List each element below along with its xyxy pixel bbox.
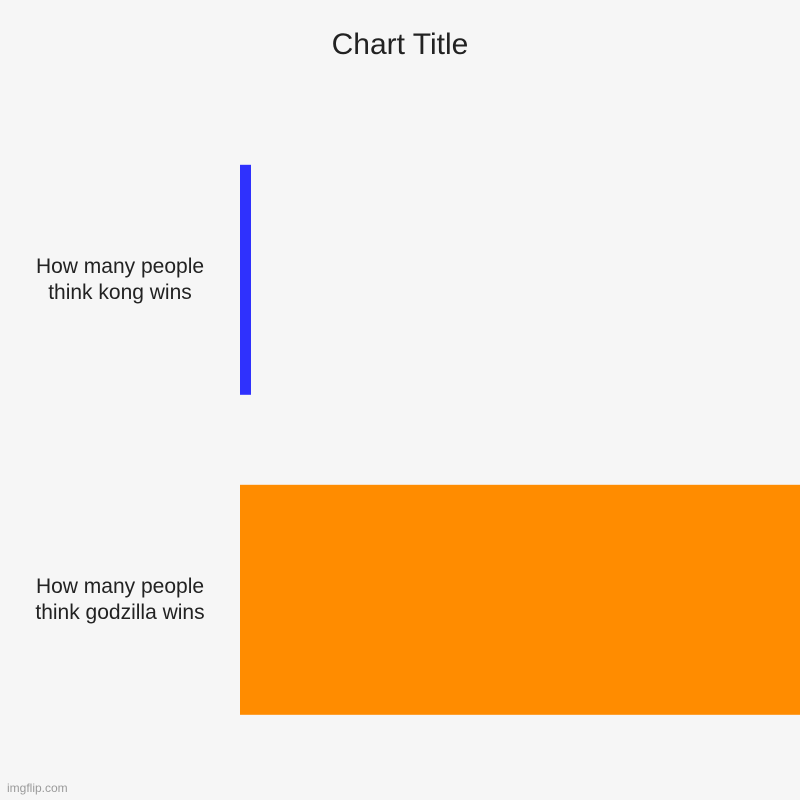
- bar: [240, 485, 800, 715]
- chart-area: How many people think kong wins How many…: [0, 120, 800, 760]
- bar: [240, 165, 251, 395]
- category-label: How many people think godzilla wins: [0, 574, 240, 627]
- bar-cell: [240, 120, 800, 440]
- bar-cell: [240, 440, 800, 760]
- bar-row: How many people think kong wins: [0, 120, 800, 440]
- watermark: imgflip.com: [4, 780, 71, 796]
- category-label: How many people think kong wins: [0, 254, 240, 307]
- chart-title: Chart Title: [0, 0, 800, 62]
- bar-row: How many people think godzilla wins: [0, 440, 800, 760]
